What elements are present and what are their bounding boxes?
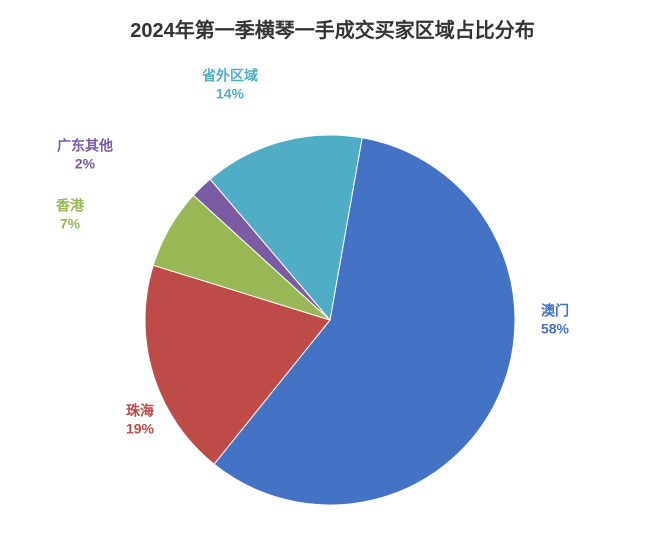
slice-label: 广东其他2% bbox=[57, 138, 113, 173]
slice-label-pct: 14% bbox=[202, 85, 258, 103]
slice-label-pct: 2% bbox=[57, 155, 113, 173]
slice-label-name: 省外区域 bbox=[202, 68, 258, 86]
slice-label: 香港7% bbox=[56, 198, 84, 233]
slice-label-pct: 19% bbox=[126, 420, 154, 438]
slice-label-pct: 58% bbox=[541, 320, 569, 338]
slice-label-name: 珠海 bbox=[126, 403, 154, 421]
slice-label-name: 澳门 bbox=[541, 303, 569, 321]
slice-label: 珠海19% bbox=[126, 403, 154, 438]
slice-label-pct: 7% bbox=[56, 215, 84, 233]
slice-label-name: 香港 bbox=[56, 198, 84, 216]
slice-label: 省外区域14% bbox=[202, 68, 258, 103]
pie-chart bbox=[0, 0, 665, 537]
slice-label: 澳门58% bbox=[541, 303, 569, 338]
slice-label-name: 广东其他 bbox=[57, 138, 113, 156]
chart-container: 2024年第一季横琴一手成交买家区域占比分布 澳门58%珠海19%香港7%广东其… bbox=[0, 0, 665, 537]
